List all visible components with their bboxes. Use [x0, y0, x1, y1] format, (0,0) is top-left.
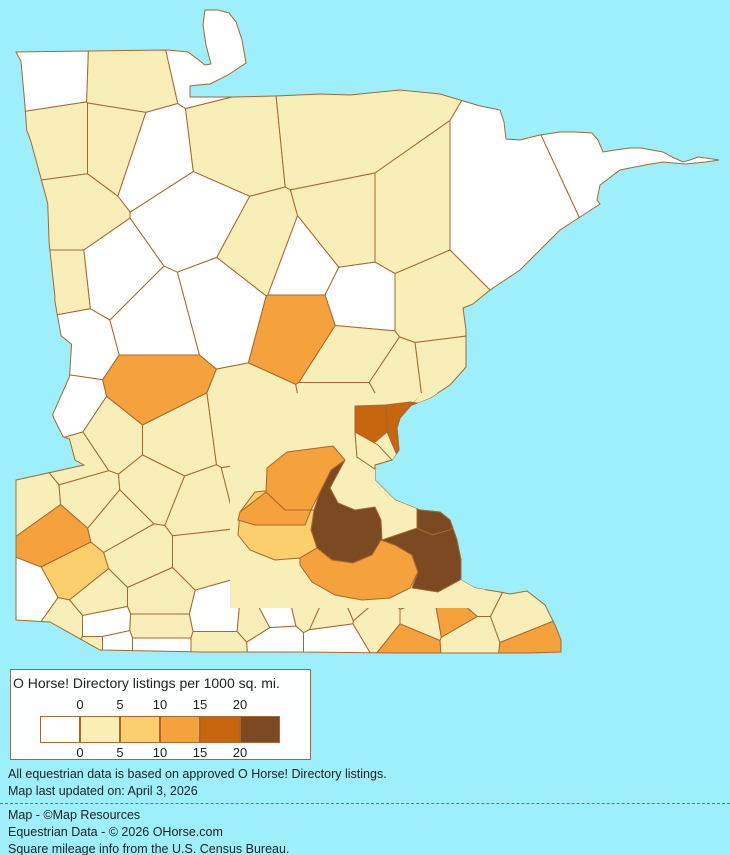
Jackson	[133, 638, 192, 652]
Martin	[191, 632, 247, 653]
Cottonwood	[130, 614, 193, 638]
Kittson	[16, 51, 88, 111]
LakeOfWoods	[166, 10, 246, 109]
Marshall	[25, 102, 87, 180]
Roseau	[87, 50, 178, 112]
Lake	[450, 101, 579, 291]
Carlton	[415, 336, 466, 400]
Norman	[50, 250, 91, 315]
Nobles	[81, 637, 103, 651]
